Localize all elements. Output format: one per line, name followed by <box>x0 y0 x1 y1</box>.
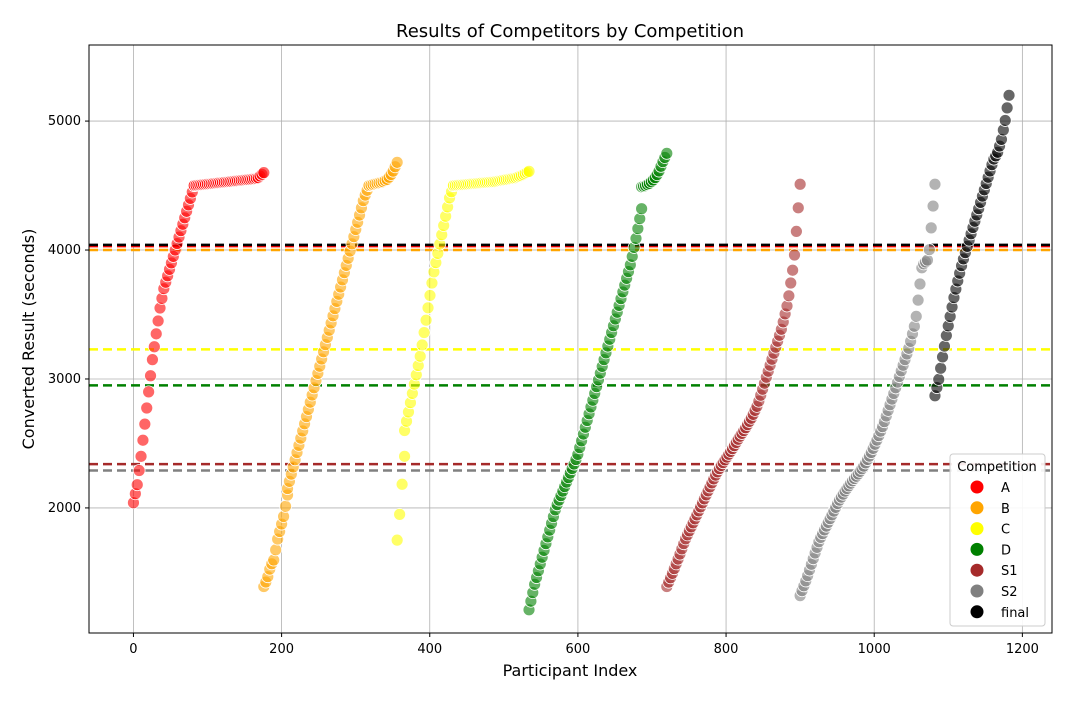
data-point <box>784 276 798 290</box>
x-tick-label: 400 <box>417 642 442 657</box>
data-point <box>130 478 144 492</box>
y-tick-label: 2000 <box>48 501 81 516</box>
data-point <box>138 417 152 431</box>
series-b-points <box>257 155 404 593</box>
data-point <box>421 301 435 315</box>
data-point <box>257 166 271 180</box>
data-point <box>142 385 156 399</box>
data-point <box>136 433 150 447</box>
legend-marker-a <box>970 480 984 494</box>
data-point <box>928 177 942 191</box>
legend-label-b: B <box>1001 502 1010 517</box>
data-point <box>909 309 923 323</box>
legend-label-d: D <box>1001 543 1011 558</box>
x-tick-label: 1000 <box>858 642 891 657</box>
data-point <box>390 155 404 169</box>
data-point <box>660 146 674 160</box>
data-point <box>1002 88 1016 102</box>
data-point <box>932 373 946 386</box>
data-point <box>911 293 925 307</box>
data-point <box>413 349 427 363</box>
series-final-points <box>928 88 1016 403</box>
x-axis-label: Participant Index <box>503 661 638 680</box>
data-point <box>913 277 927 291</box>
data-point <box>395 477 409 491</box>
legend-marker-s2 <box>970 584 984 598</box>
data-point <box>146 353 159 367</box>
x-tick-label: 0 <box>129 642 137 657</box>
data-point <box>936 350 949 364</box>
legend-marker-d <box>970 542 984 556</box>
data-point <box>398 449 411 463</box>
data-point <box>924 221 938 235</box>
y-tick-label: 3000 <box>48 372 81 387</box>
data-point <box>788 248 801 262</box>
legend-label-a: A <box>1001 481 1010 496</box>
data-point <box>934 361 948 375</box>
legend-marker-final <box>970 605 984 619</box>
data-point <box>144 369 157 383</box>
data-point <box>425 276 439 290</box>
legend-label-c: C <box>1001 523 1010 538</box>
data-point <box>789 225 803 238</box>
legend-label-s1: S1 <box>1001 564 1018 579</box>
chart-title: Results of Competitors by Competition <box>396 21 744 42</box>
x-tick-label: 1200 <box>1006 642 1039 657</box>
data-point <box>522 164 536 178</box>
data-point <box>938 339 951 353</box>
plot-frame <box>88 44 1053 634</box>
legend-marker-c <box>970 522 984 536</box>
data-point <box>132 464 146 477</box>
series-s2-points <box>793 177 942 603</box>
series-a-points <box>127 166 271 510</box>
series-s1-points <box>660 177 807 593</box>
data-point <box>635 202 649 216</box>
legend-label-s2: S2 <box>1001 585 1018 600</box>
series-c-points <box>390 164 536 547</box>
data-point <box>147 340 161 354</box>
data-point <box>922 243 936 257</box>
y-tick-label: 4000 <box>48 243 81 258</box>
data-point <box>793 177 807 191</box>
data-point <box>134 449 148 463</box>
data-point <box>419 313 433 327</box>
legend-box <box>949 453 1046 627</box>
data-point <box>415 338 429 352</box>
data-point <box>998 114 1012 127</box>
data-point <box>782 289 796 303</box>
data-point <box>269 543 283 557</box>
data-point <box>279 499 292 513</box>
legend-marker-b <box>970 501 984 515</box>
data-point <box>393 507 407 521</box>
x-tick-label: 200 <box>269 642 294 657</box>
data-point <box>786 263 800 277</box>
data-point <box>921 253 934 267</box>
data-point <box>926 199 940 213</box>
y-axis-label: Converted Result (seconds) <box>19 229 38 450</box>
data-point <box>417 326 431 339</box>
data-point <box>423 289 437 302</box>
axis-ticks: 0 200 400 600 800 1000 1200 2000 3000 4000 5000 <box>48 114 1039 657</box>
legend-marker-s1 <box>970 563 984 577</box>
series-d-points <box>522 146 674 617</box>
y-tick-label: 5000 <box>48 114 81 129</box>
x-tick-label: 800 <box>714 642 739 657</box>
x-tick-label: 600 <box>565 642 590 657</box>
data-points <box>127 88 1016 617</box>
legend-label-final: final <box>1001 606 1029 621</box>
data-point <box>151 314 165 328</box>
threshold-lines <box>89 243 1052 472</box>
data-point <box>1000 101 1014 115</box>
data-point <box>140 401 154 415</box>
data-point <box>390 533 404 547</box>
data-point <box>149 327 163 341</box>
legend-title: Competition <box>957 460 1037 475</box>
data-point <box>791 201 805 215</box>
